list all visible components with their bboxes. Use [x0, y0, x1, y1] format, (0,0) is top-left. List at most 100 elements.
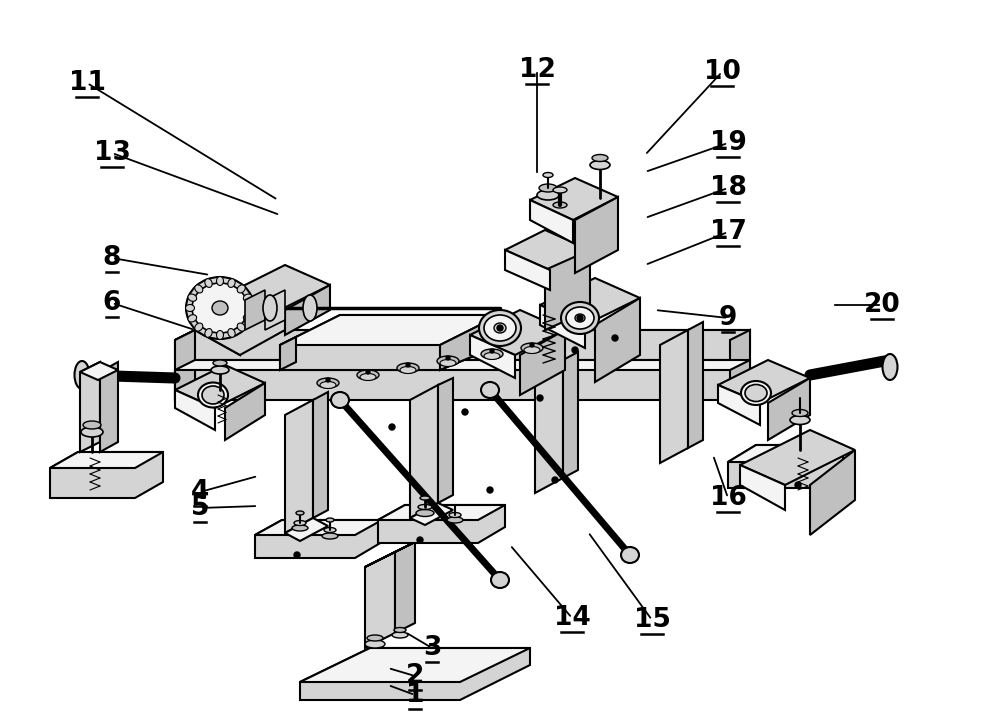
Ellipse shape [331, 392, 349, 408]
Text: 3: 3 [423, 635, 441, 661]
Polygon shape [505, 230, 590, 270]
Text: 12: 12 [519, 57, 555, 83]
Circle shape [552, 477, 558, 483]
Ellipse shape [397, 363, 419, 373]
Polygon shape [378, 505, 505, 520]
Ellipse shape [566, 307, 594, 329]
Ellipse shape [212, 301, 228, 315]
Ellipse shape [246, 304, 254, 311]
Ellipse shape [216, 330, 224, 340]
Ellipse shape [524, 347, 540, 353]
Polygon shape [470, 310, 565, 355]
Polygon shape [410, 503, 453, 525]
Polygon shape [285, 518, 328, 541]
Polygon shape [175, 360, 750, 370]
Ellipse shape [228, 279, 235, 288]
Polygon shape [718, 385, 760, 425]
Ellipse shape [621, 547, 639, 563]
Polygon shape [530, 178, 618, 220]
Ellipse shape [263, 295, 277, 321]
Polygon shape [535, 360, 563, 493]
Ellipse shape [484, 353, 500, 360]
Ellipse shape [365, 640, 385, 648]
Ellipse shape [326, 518, 334, 522]
Polygon shape [313, 392, 328, 518]
Text: 6: 6 [103, 290, 121, 316]
Text: 16: 16 [710, 485, 746, 511]
Polygon shape [195, 265, 330, 330]
Polygon shape [365, 552, 395, 648]
Text: 9: 9 [719, 305, 737, 331]
Circle shape [490, 349, 494, 353]
Circle shape [326, 378, 330, 382]
Polygon shape [280, 315, 500, 345]
Polygon shape [563, 352, 578, 478]
Ellipse shape [447, 517, 463, 523]
Polygon shape [395, 542, 415, 633]
Ellipse shape [539, 184, 557, 192]
Ellipse shape [392, 632, 408, 638]
Polygon shape [195, 310, 240, 355]
Polygon shape [285, 285, 330, 335]
Ellipse shape [243, 314, 252, 322]
Polygon shape [80, 362, 118, 380]
Ellipse shape [590, 161, 610, 169]
Polygon shape [175, 360, 195, 400]
Polygon shape [728, 445, 843, 462]
Polygon shape [365, 542, 415, 567]
Ellipse shape [211, 366, 229, 374]
Polygon shape [175, 365, 265, 408]
Ellipse shape [883, 354, 898, 380]
Polygon shape [80, 362, 100, 452]
Text: 18: 18 [710, 175, 746, 201]
Ellipse shape [449, 513, 461, 518]
Polygon shape [520, 330, 565, 395]
Circle shape [462, 409, 468, 415]
Polygon shape [575, 197, 618, 273]
Ellipse shape [741, 381, 771, 405]
Polygon shape [255, 520, 382, 535]
Ellipse shape [198, 383, 228, 407]
Circle shape [366, 370, 370, 374]
Ellipse shape [188, 314, 197, 322]
Polygon shape [768, 378, 810, 440]
Ellipse shape [317, 378, 339, 388]
Ellipse shape [792, 410, 808, 417]
Polygon shape [195, 310, 285, 355]
Ellipse shape [420, 496, 430, 500]
Circle shape [795, 482, 801, 488]
Ellipse shape [553, 202, 567, 208]
Ellipse shape [481, 349, 503, 359]
Polygon shape [505, 250, 550, 290]
Ellipse shape [237, 285, 245, 293]
Ellipse shape [394, 627, 406, 632]
Polygon shape [175, 360, 750, 370]
Ellipse shape [440, 360, 456, 366]
Ellipse shape [292, 525, 308, 531]
Polygon shape [100, 362, 118, 452]
Text: 5: 5 [191, 495, 209, 521]
Polygon shape [540, 278, 640, 325]
Text: 1: 1 [406, 682, 424, 708]
Ellipse shape [186, 277, 254, 339]
Polygon shape [300, 648, 530, 682]
Circle shape [446, 356, 450, 360]
Circle shape [577, 315, 583, 321]
Ellipse shape [437, 356, 459, 366]
Ellipse shape [357, 370, 379, 380]
Ellipse shape [192, 283, 248, 333]
Polygon shape [440, 315, 500, 370]
Polygon shape [175, 330, 750, 360]
Ellipse shape [205, 329, 212, 337]
Polygon shape [740, 465, 785, 510]
Text: 20: 20 [864, 292, 900, 318]
Ellipse shape [322, 533, 338, 539]
Polygon shape [175, 390, 215, 430]
Ellipse shape [491, 572, 509, 588]
Ellipse shape [188, 294, 197, 301]
Polygon shape [300, 648, 530, 700]
Polygon shape [280, 337, 296, 370]
Polygon shape [438, 378, 453, 503]
Ellipse shape [575, 314, 585, 322]
Circle shape [487, 487, 493, 493]
